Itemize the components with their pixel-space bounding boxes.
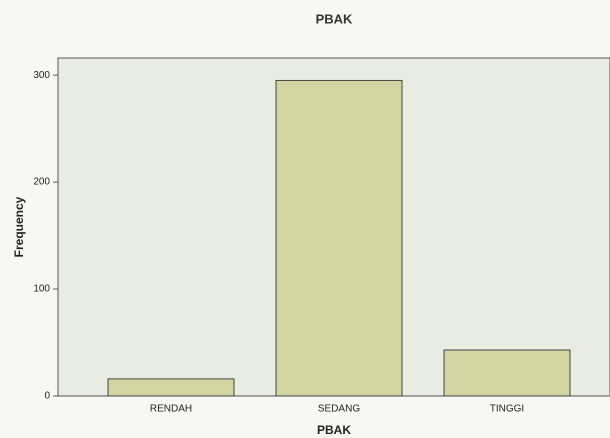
y-tick-label: 200: [33, 177, 50, 188]
x-tick-label: RENDAH: [150, 404, 192, 415]
x-tick-label: TINGGI: [490, 404, 524, 415]
x-tick-label: SEDANG: [318, 404, 360, 415]
y-tick-label: 300: [33, 70, 50, 81]
y-tick-label: 100: [33, 284, 50, 295]
bar: [275, 79, 403, 397]
x-axis-title: PBAK: [317, 423, 351, 437]
chart-title: PBAK: [316, 11, 353, 26]
y-tick-label: 0: [44, 391, 50, 402]
bar: [443, 349, 571, 397]
y-axis-title: Frequency: [12, 196, 26, 257]
bar: [107, 378, 235, 397]
